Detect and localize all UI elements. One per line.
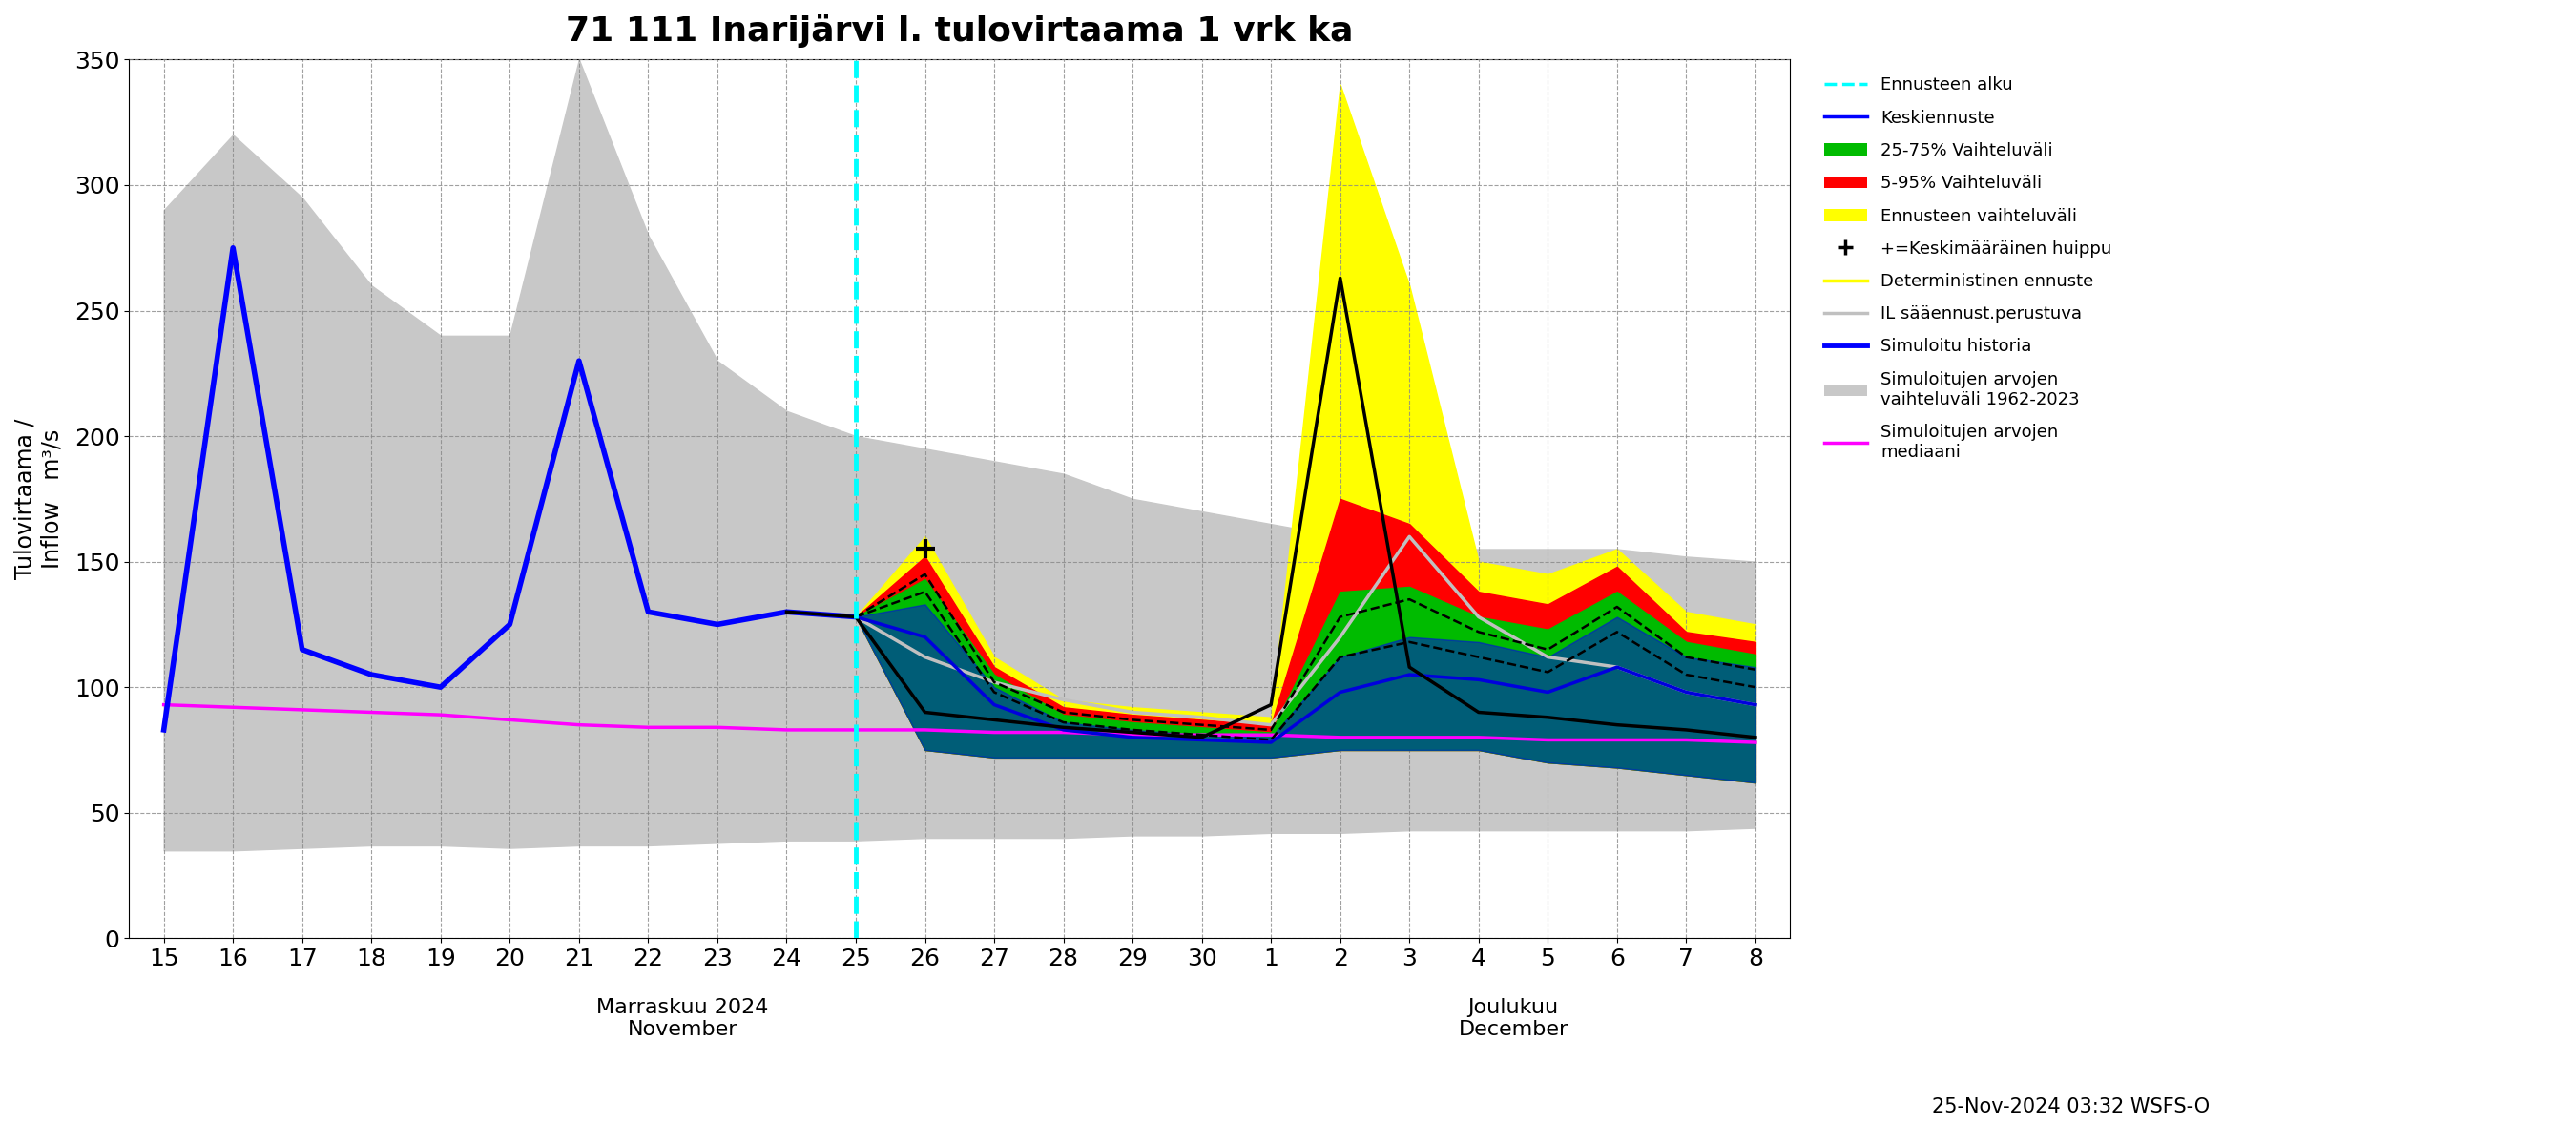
Text: Marraskuu 2024
November: Marraskuu 2024 November [598, 997, 768, 1040]
Legend: Ennusteen alku, Keskiennuste, 25-75% Vaihteluväli, 5-95% Vaihteluväli, Ennusteen: Ennusteen alku, Keskiennuste, 25-75% Vai… [1816, 69, 2120, 469]
Text: Joulukuu
December: Joulukuu December [1458, 997, 1569, 1040]
Title: 71 111 Inarijärvi l. tulovirtaama 1 vrk ka: 71 111 Inarijärvi l. tulovirtaama 1 vrk … [567, 14, 1352, 48]
Text: 25-Nov-2024 03:32 WSFS-O: 25-Nov-2024 03:32 WSFS-O [1932, 1097, 2210, 1116]
Y-axis label: Tulovirtaama /
Inflow   m³/s: Tulovirtaama / Inflow m³/s [15, 419, 64, 579]
